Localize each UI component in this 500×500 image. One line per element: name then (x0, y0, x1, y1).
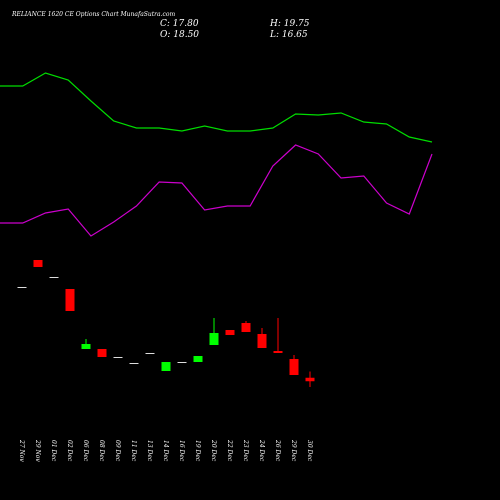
x-tick-label: 08 Dec (98, 440, 105, 462)
candle-body (257, 334, 267, 348)
indicator-line (0, 72, 433, 143)
ohlc-open: O: 18.50 (160, 30, 199, 40)
x-tick-label: 14 Dec (162, 440, 169, 462)
x-tick-label: 22 Dec (226, 439, 233, 462)
x-tick-label: 16 Dec (178, 440, 185, 462)
x-tick-label: 09 Dec (114, 440, 121, 462)
candle-body (49, 277, 59, 278)
candle-body (33, 260, 43, 267)
candle-body (113, 357, 123, 358)
candle-body (81, 344, 91, 349)
indicator-line (0, 144, 433, 237)
candle-body (209, 333, 219, 345)
candle-body (193, 356, 203, 362)
x-tick-label: 23 Dec (242, 439, 249, 462)
x-tick-label: 19 Dec (194, 440, 201, 462)
candle-body (145, 353, 155, 354)
x-tick-label: 30 Dec (306, 440, 313, 462)
candle-body (129, 363, 139, 364)
candle-body (177, 362, 187, 363)
ohlc-high: H: 19.75 (269, 19, 310, 29)
x-tick-label: 01 Dec (50, 440, 57, 462)
x-tick-label: 26 Dec (274, 439, 281, 462)
candle-body (225, 330, 235, 335)
x-tick-label: 29 Dec (290, 439, 297, 462)
x-tick-label: 27 Nov (18, 439, 25, 462)
candle-body (289, 359, 299, 375)
x-tick-label: 24 Dec (258, 439, 265, 462)
ohlc-close: C: 17.80 (160, 19, 199, 29)
chart-title: RELIANCE 1620 CE Options Chart MunafaSut… (11, 11, 175, 18)
candle-body (17, 287, 27, 288)
x-tick-label: 11 Dec (130, 440, 137, 462)
candle-body (97, 349, 107, 357)
candle-body (161, 362, 171, 371)
x-tick-label: 06 Dec (82, 440, 89, 462)
candle-body (273, 351, 283, 353)
candle-body (241, 323, 251, 332)
candle-body (65, 289, 75, 311)
x-tick-label: 20 Dec (210, 439, 217, 462)
x-tick-label: 29 Nov (34, 439, 41, 462)
x-tick-label: 13 Dec (146, 440, 153, 462)
x-tick-label: 02 Dec (66, 440, 73, 462)
candle-body (305, 377, 315, 382)
ohlc-low: L: 16.65 (269, 30, 308, 40)
